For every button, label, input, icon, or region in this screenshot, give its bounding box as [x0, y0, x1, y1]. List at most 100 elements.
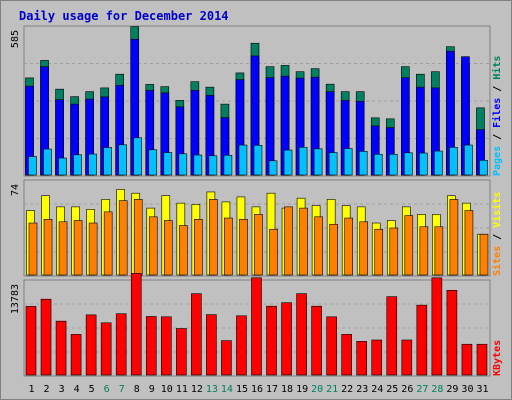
- legend-entry: Pages: [492, 146, 503, 176]
- sites-bar: [374, 228, 384, 276]
- pages-bar: [118, 144, 127, 176]
- sites-bar: [73, 220, 83, 276]
- x-tick-label: 30: [461, 384, 473, 395]
- pages-bar: [283, 149, 293, 176]
- pages-bar: [464, 144, 473, 176]
- pages-bar: [298, 146, 308, 176]
- x-tick-label: 24: [371, 384, 383, 395]
- kbytes-bar: [55, 320, 67, 376]
- kbytes-bar: [221, 340, 232, 376]
- pages-bar: [238, 144, 248, 176]
- kbytes-bar: [266, 305, 277, 376]
- x-tick-label: 7: [119, 384, 125, 395]
- x-tick-label: 27: [416, 384, 428, 395]
- kbytes-bar: [446, 289, 458, 376]
- kbytes-bar: [115, 313, 127, 376]
- pages-bar: [223, 154, 233, 176]
- legend-entry: Hits: [491, 56, 503, 80]
- pages-bar: [313, 148, 323, 176]
- sites-bar: [224, 217, 233, 276]
- pages-bar: [343, 148, 353, 176]
- panel-1-max-label: 585: [10, 30, 21, 48]
- x-tick-label: 18: [281, 384, 293, 395]
- x-tick-label: 13: [206, 384, 218, 395]
- sites-bar: [299, 207, 308, 276]
- pages-bar: [253, 144, 263, 176]
- pages-bar: [268, 160, 278, 176]
- panel-3-legend: KBytes: [492, 340, 503, 376]
- panel-2-legend: Sites / Visits: [491, 192, 503, 276]
- kbytes-bar: [145, 316, 157, 376]
- x-tick-label: 31: [476, 384, 488, 395]
- pages-bar: [193, 154, 203, 176]
- sites-bar: [314, 216, 323, 276]
- sites-bar: [148, 216, 158, 276]
- x-tick-label: 12: [191, 384, 203, 395]
- sites-bar: [419, 226, 429, 276]
- pages-bar: [358, 150, 368, 176]
- sites-bar: [88, 222, 98, 276]
- x-tick-label: 5: [89, 384, 95, 395]
- sites-bar: [449, 199, 459, 276]
- files-bar: [265, 77, 275, 176]
- kbytes-bar: [236, 315, 247, 376]
- pages-bar: [373, 153, 383, 176]
- kbytes-bar: [476, 343, 488, 376]
- kbytes-bar: [461, 343, 473, 376]
- sites-bar: [404, 215, 414, 276]
- x-tick-label: 11: [176, 384, 188, 395]
- kbytes-bar: [326, 316, 337, 376]
- pages-bar: [58, 157, 67, 176]
- pages-bar: [163, 152, 173, 176]
- x-tick-label: 29: [446, 384, 458, 395]
- sites-bar: [344, 217, 353, 276]
- pages-bar: [178, 153, 188, 176]
- pages-bar: [43, 148, 52, 176]
- legend-entry: Sites: [491, 246, 503, 276]
- kbytes-bar: [251, 277, 262, 376]
- sites-bar: [103, 211, 113, 276]
- legend-entry: /: [492, 80, 503, 98]
- kbytes-bar: [176, 328, 187, 376]
- pages-bar: [449, 146, 458, 176]
- x-tick-label: 6: [104, 384, 110, 395]
- pages-bar: [88, 153, 97, 176]
- x-tick-label: 19: [296, 384, 308, 395]
- kbytes-bar: [311, 305, 322, 376]
- kbytes-bar: [386, 296, 398, 376]
- pages-bar: [103, 147, 112, 176]
- pages-bar: [148, 149, 158, 176]
- sites-bar: [359, 221, 369, 276]
- pages-bar: [388, 153, 398, 176]
- x-tick-label: 25: [386, 384, 398, 395]
- panel-1-legend: Pages / Files / Hits: [491, 56, 503, 176]
- legend-entry: Visits: [491, 192, 503, 228]
- x-tick-label: 3: [59, 384, 65, 395]
- sites-bar: [133, 199, 143, 276]
- kbytes-bar: [40, 298, 52, 376]
- pages-bar: [133, 137, 143, 176]
- kbytes-bar: [281, 302, 292, 376]
- x-tick-label: 10: [161, 384, 173, 395]
- x-tick-label: 28: [431, 384, 443, 395]
- pages-bar: [73, 154, 82, 176]
- sites-bar: [179, 225, 188, 276]
- sites-bar: [118, 200, 128, 276]
- kbytes-bar: [371, 339, 383, 376]
- sites-bar: [389, 227, 399, 276]
- legend-entry: Files: [491, 98, 503, 128]
- pages-bar: [479, 159, 488, 176]
- x-tick-label: 2: [44, 384, 50, 395]
- sites-bar: [194, 218, 203, 276]
- panel-3-max-label: 13783: [10, 284, 21, 314]
- x-tick-label: 9: [149, 384, 155, 395]
- legend-entry: /: [492, 128, 503, 146]
- chart-title: Daily usage for December 2014: [19, 9, 229, 23]
- legend-entry: KBytes: [492, 340, 503, 376]
- kbytes-bar: [100, 322, 112, 376]
- sites-bar: [58, 221, 68, 276]
- panel-2-max-label: 74: [10, 184, 21, 196]
- x-tick-label: 15: [236, 384, 248, 395]
- kbytes-bar: [356, 341, 368, 376]
